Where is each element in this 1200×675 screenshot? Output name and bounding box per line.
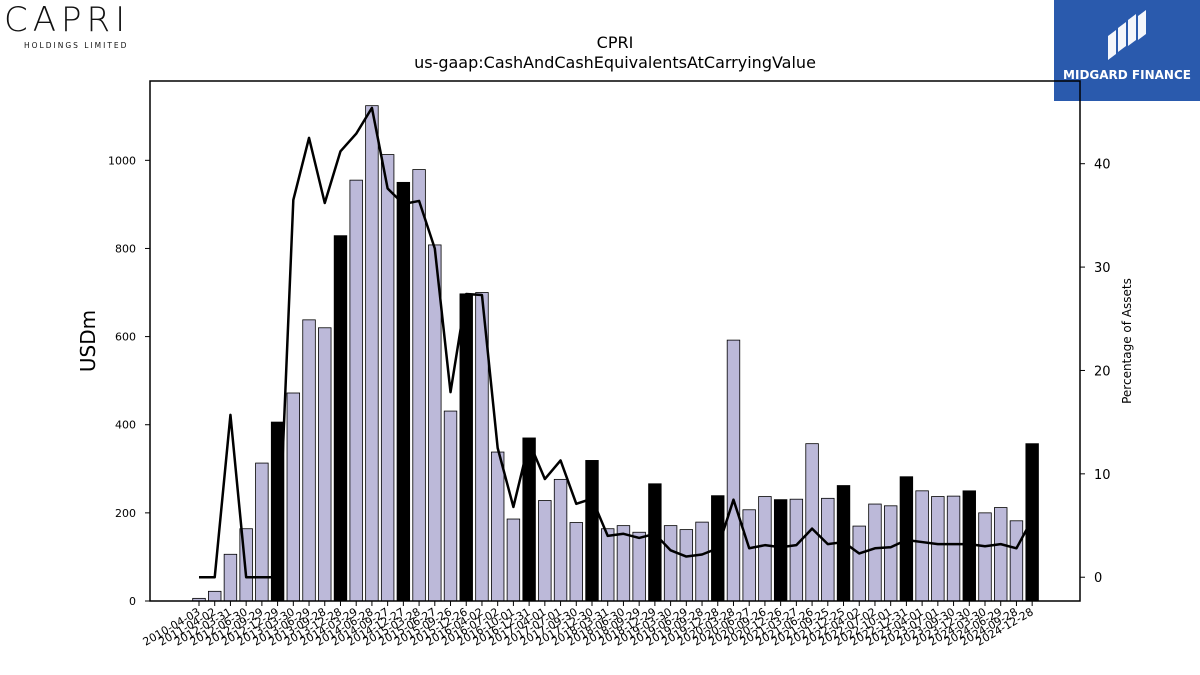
bar (349, 179, 363, 602)
bar (333, 235, 348, 602)
capri-logo-sub: HOLDINGS LIMITED (24, 41, 129, 50)
bar (601, 528, 615, 602)
bar (490, 451, 505, 602)
bar (616, 525, 631, 602)
pct-assets-line (199, 106, 1034, 579)
y2-tick-label: 20 (1094, 364, 1111, 379)
bar (632, 531, 646, 602)
plot-frame (149, 80, 1081, 602)
bar (412, 169, 426, 602)
bar (286, 392, 301, 602)
bar (978, 512, 992, 602)
bar (459, 293, 473, 602)
bar (506, 518, 521, 602)
bar (742, 509, 756, 602)
y2-tick-label: 40 (1094, 158, 1111, 173)
pct-assets-series (199, 106, 1034, 579)
bar (679, 529, 694, 602)
bar-series (192, 105, 1039, 602)
y-tick-label: 200 (115, 507, 136, 520)
chart-subtitle: us-gaap:CashAndCashEquivalentsAtCarrying… (414, 53, 816, 72)
bar (443, 410, 458, 602)
bar (915, 490, 929, 602)
bar (773, 499, 788, 602)
bar (946, 495, 961, 602)
y2-tick-label: 0 (1094, 571, 1102, 586)
bar (223, 553, 238, 602)
midgard-logo-text: MIDGARD FINANCE (1063, 68, 1191, 82)
y2-tick-label: 10 (1094, 468, 1111, 483)
bar (789, 498, 804, 602)
bar (695, 521, 709, 602)
y-tick-label: 800 (115, 242, 136, 255)
bar (365, 105, 379, 602)
y-tick-label: 1000 (108, 154, 136, 167)
bar (208, 590, 222, 602)
bar (663, 525, 678, 602)
y2-axis-label: Percentage of Assets (1120, 278, 1134, 404)
bar (538, 500, 552, 602)
capri-logo: CAPRI HOLDINGS LIMITED (0, 0, 160, 60)
midgard-logo-box: MIDGARD FINANCE (1054, 0, 1200, 101)
axes: 020040060080010000102030402010-04-032011… (108, 80, 1111, 649)
bar (302, 319, 316, 602)
midgard-finance-logo: MIDGARD FINANCE (1054, 0, 1200, 101)
y-axis-label: USDm (76, 310, 100, 372)
bar (648, 483, 662, 602)
bar (553, 478, 568, 602)
bar (318, 327, 332, 602)
bar (852, 525, 866, 602)
bar (1025, 443, 1039, 602)
bar (868, 503, 882, 602)
y-tick-label: 400 (115, 419, 136, 432)
y2-tick-label: 30 (1094, 261, 1111, 276)
midgard-mark-icon (1108, 10, 1146, 60)
bar (821, 497, 835, 602)
bar (380, 154, 395, 602)
chart-title: CPRI (597, 33, 634, 52)
capri-logo-word: CAPRI (4, 0, 131, 40)
bar (758, 496, 772, 602)
bar (585, 460, 599, 602)
bar (883, 505, 898, 602)
bar (1009, 520, 1024, 602)
bar (726, 339, 741, 602)
bar (255, 462, 269, 602)
y-tick-label: 0 (129, 595, 136, 608)
bar (994, 507, 1008, 602)
bar (805, 443, 819, 602)
bar (396, 181, 411, 602)
bar (569, 522, 583, 602)
bar (931, 496, 945, 602)
y-tick-label: 600 (115, 331, 136, 344)
